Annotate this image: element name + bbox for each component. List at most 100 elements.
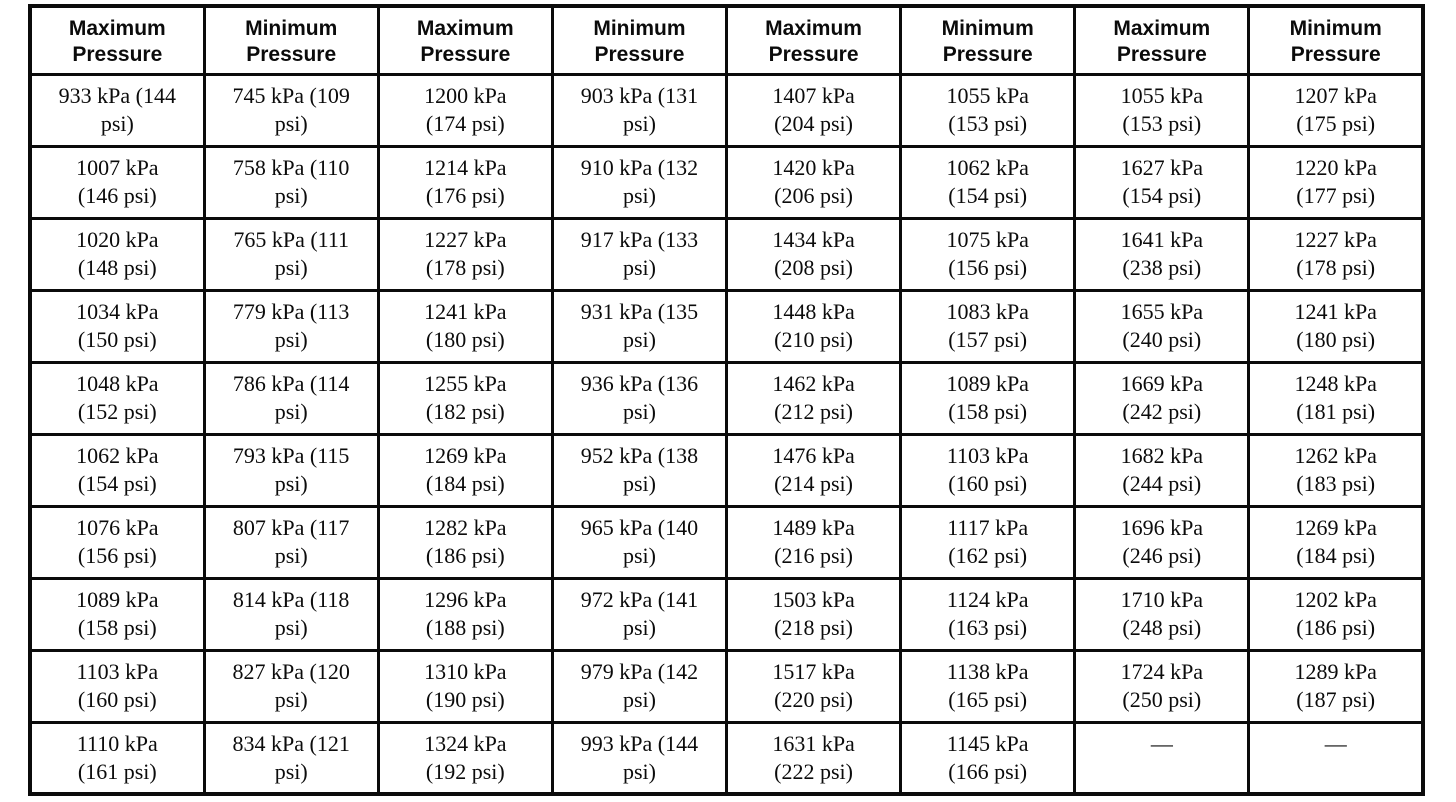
- table-cell: 1627 kPa (154 psi): [1073, 144, 1251, 220]
- table-cell: 1227 kPa (178 psi): [1247, 216, 1425, 292]
- table-cell: 1476 kPa (214 psi): [724, 432, 903, 508]
- table-cell: 1227 kPa (178 psi): [376, 216, 554, 292]
- table-cell: 1517 kPa (220 psi): [724, 648, 903, 724]
- table-cell: 1124 kPa (163 psi): [899, 576, 1077, 652]
- table-cell: 1255 kPa (182 psi): [376, 360, 554, 436]
- table-row: 1034 kPa (150 psi) 779 kPa (113 psi) 1241 …: [28, 288, 1425, 364]
- table-cell: 1724 kPa (250 psi): [1073, 648, 1251, 724]
- table-cell: 1117 kPa (162 psi): [899, 504, 1077, 580]
- table-cell: 972 kPa (141 psi): [550, 576, 729, 652]
- table-cell: 1462 kPa (212 psi): [724, 360, 903, 436]
- pressure-table-header: Maximum Pressure Minimum Pressure Maximum …: [28, 4, 1425, 76]
- table-cell: 1631 kPa (222 psi): [724, 720, 903, 796]
- table-cell: 1055 kPa (153 psi): [1073, 72, 1251, 148]
- table-cell: 1489 kPa (216 psi): [724, 504, 903, 580]
- table-row: 1062 kPa (154 psi) 793 kPa (115 psi) 1269 …: [28, 432, 1425, 508]
- table-cell: 936 kPa (136 psi): [550, 360, 729, 436]
- table-cell: 1248 kPa (181 psi): [1247, 360, 1425, 436]
- table-cell: 1075 kPa (156 psi): [899, 216, 1077, 292]
- table-row: 1020 kPa (148 psi) 765 kPa (111 psi) 1227 …: [28, 216, 1425, 292]
- table-cell: 1434 kPa (208 psi): [724, 216, 903, 292]
- table-row: 1103 kPa (160 psi) 827 kPa (120 psi) 1310 …: [28, 648, 1425, 724]
- table-cell: 1448 kPa (210 psi): [724, 288, 903, 364]
- table-cell: 1655 kPa (240 psi): [1073, 288, 1251, 364]
- table-cell: 814 kPa (118 psi): [202, 576, 380, 652]
- table-cell: 1220 kPa (177 psi): [1247, 144, 1425, 220]
- table-cell: 779 kPa (113 psi): [202, 288, 380, 364]
- table-row: 1007 kPa (146 psi) 758 kPa (110 psi) 1214 …: [28, 144, 1425, 220]
- table-cell: 1324 kPa (192 psi): [376, 720, 554, 796]
- table-cell: 1089 kPa (158 psi): [28, 576, 206, 652]
- table-cell: —: [1073, 720, 1251, 796]
- table-cell: 1007 kPa (146 psi): [28, 144, 206, 220]
- table-cell: 1682 kPa (244 psi): [1073, 432, 1251, 508]
- table-row: 1048 kPa (152 psi) 786 kPa (114 psi) 1255 …: [28, 360, 1425, 436]
- table-cell: 903 kPa (131 psi): [550, 72, 729, 148]
- table-cell: 1282 kPa (186 psi): [376, 504, 554, 580]
- table-cell: 933 kPa (144 psi): [28, 72, 206, 148]
- column-header: Maximum Pressure: [1073, 4, 1251, 76]
- table-cell: 1055 kPa (153 psi): [899, 72, 1077, 148]
- table-cell: 1262 kPa (183 psi): [1247, 432, 1425, 508]
- table-cell: 1202 kPa (186 psi): [1247, 576, 1425, 652]
- table-cell: 1289 kPa (187 psi): [1247, 648, 1425, 724]
- table-row: 1110 kPa (161 psi) 834 kPa (121 psi) 1324 …: [28, 720, 1425, 796]
- table-cell: 834 kPa (121 psi): [202, 720, 380, 796]
- table-cell: 1207 kPa (175 psi): [1247, 72, 1425, 148]
- table-cell: 1083 kPa (157 psi): [899, 288, 1077, 364]
- column-header: Maximum Pressure: [28, 4, 206, 76]
- table-cell: 1034 kPa (150 psi): [28, 288, 206, 364]
- table-cell: 1310 kPa (190 psi): [376, 648, 554, 724]
- table-cell: 1696 kPa (246 psi): [1073, 504, 1251, 580]
- table-cell: 1241 kPa (180 psi): [1247, 288, 1425, 364]
- table-cell: 1214 kPa (176 psi): [376, 144, 554, 220]
- pressure-table: Maximum Pressure Minimum Pressure Maximum …: [28, 4, 1425, 796]
- table-cell: 952 kPa (138 psi): [550, 432, 729, 508]
- table-cell: 993 kPa (144 psi): [550, 720, 729, 796]
- table-cell: 786 kPa (114 psi): [202, 360, 380, 436]
- table-cell: 1138 kPa (165 psi): [899, 648, 1077, 724]
- table-cell: 1669 kPa (242 psi): [1073, 360, 1251, 436]
- table-cell: 1420 kPa (206 psi): [724, 144, 903, 220]
- table-cell: 1062 kPa (154 psi): [899, 144, 1077, 220]
- table-cell: 807 kPa (117 psi): [202, 504, 380, 580]
- table-cell: 758 kPa (110 psi): [202, 144, 380, 220]
- table-cell: 1503 kPa (218 psi): [724, 576, 903, 652]
- column-header: Minimum Pressure: [899, 4, 1077, 76]
- table-cell: 1110 kPa (161 psi): [28, 720, 206, 796]
- table-cell: 1269 kPa (184 psi): [1247, 504, 1425, 580]
- table-cell: 910 kPa (132 psi): [550, 144, 729, 220]
- table-cell: 1020 kPa (148 psi): [28, 216, 206, 292]
- table-cell: 1062 kPa (154 psi): [28, 432, 206, 508]
- table-cell: 1145 kPa (166 psi): [899, 720, 1077, 796]
- table-cell: 827 kPa (120 psi): [202, 648, 380, 724]
- table-cell: 1296 kPa (188 psi): [376, 576, 554, 652]
- table-cell: 1269 kPa (184 psi): [376, 432, 554, 508]
- table-cell: 1241 kPa (180 psi): [376, 288, 554, 364]
- column-header: Maximum Pressure: [724, 4, 903, 76]
- table-cell: 745 kPa (109 psi): [202, 72, 380, 148]
- table-row: 933 kPa (144 psi) 745 kPa (109 psi) 1200 k…: [28, 72, 1425, 148]
- table-cell: 1710 kPa (248 psi): [1073, 576, 1251, 652]
- table-row: 1089 kPa (158 psi) 814 kPa (118 psi) 1296 …: [28, 576, 1425, 652]
- column-header: Minimum Pressure: [202, 4, 380, 76]
- table-row: 1076 kPa (156 psi) 807 kPa (117 psi) 1282 …: [28, 504, 1425, 580]
- table-cell: 1048 kPa (152 psi): [28, 360, 206, 436]
- column-header: Minimum Pressure: [550, 4, 729, 76]
- column-header: Maximum Pressure: [376, 4, 554, 76]
- table-cell: 979 kPa (142 psi): [550, 648, 729, 724]
- table-cell: 1076 kPa (156 psi): [28, 504, 206, 580]
- table-cell: 1200 kPa (174 psi): [376, 72, 554, 148]
- table-cell: 931 kPa (135 psi): [550, 288, 729, 364]
- table-cell: 793 kPa (115 psi): [202, 432, 380, 508]
- table-cell: 1103 kPa (160 psi): [28, 648, 206, 724]
- table-cell: 965 kPa (140 psi): [550, 504, 729, 580]
- table-cell: —: [1247, 720, 1425, 796]
- table-cell: 1103 kPa (160 psi): [899, 432, 1077, 508]
- pressure-table-body: 933 kPa (144 psi) 745 kPa (109 psi) 1200 k…: [28, 72, 1425, 796]
- table-cell: 1407 kPa (204 psi): [724, 72, 903, 148]
- column-header: Minimum Pressure: [1247, 4, 1425, 76]
- header-row: Maximum Pressure Minimum Pressure Maximum …: [28, 4, 1425, 76]
- table-cell: 1641 kPa (238 psi): [1073, 216, 1251, 292]
